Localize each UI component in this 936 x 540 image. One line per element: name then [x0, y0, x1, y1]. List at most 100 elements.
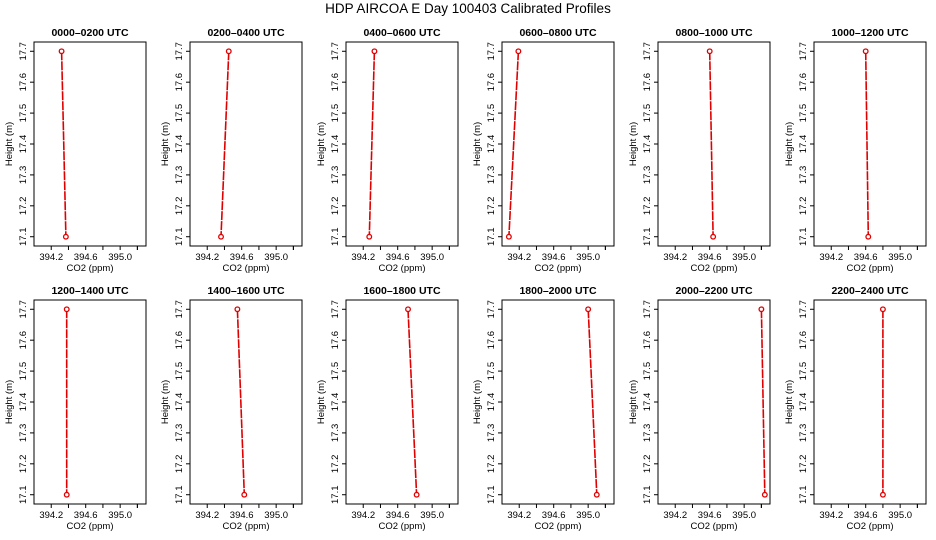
y-tick-label: 17.4 — [18, 393, 29, 412]
y-tick-label: 17.7 — [642, 300, 653, 319]
y-tick-label: 17.1 — [642, 227, 653, 246]
y-tick-label: 17.7 — [174, 42, 185, 61]
panel-title: 1200–1400 UTC — [51, 285, 128, 297]
y-tick-label: 17.2 — [486, 197, 497, 216]
y-tick-label: 17.5 — [330, 104, 341, 123]
panel-title: 2000–2200 UTC — [675, 285, 752, 297]
data-point — [62, 233, 69, 240]
y-tick-label: 17.2 — [18, 197, 29, 216]
y-tick-label: 17.2 — [330, 455, 341, 474]
plot-frame — [33, 299, 147, 505]
y-axis-label: Height (m) — [472, 122, 483, 166]
data-point — [225, 48, 232, 55]
y-tick-label: 17.6 — [330, 73, 341, 92]
x-tick-label: 394.2 — [507, 252, 531, 263]
y-tick-label: 17.7 — [330, 300, 341, 319]
plot-frame — [345, 299, 459, 505]
x-tick-label: 394.2 — [663, 252, 687, 263]
plot-frame — [501, 299, 615, 505]
y-tick-label: 17.1 — [798, 227, 809, 246]
y-tick-label: 17.4 — [174, 135, 185, 154]
profile-panel: 2200–2400 UTC 394.2 394.6 395.0 17.1 17.2 17.3… — [784, 285, 927, 532]
y-tick-label: 17.1 — [798, 485, 809, 504]
data-point — [63, 491, 70, 498]
y-tick-label: 17.4 — [330, 393, 341, 412]
x-axis-label: CO2 (ppm) — [847, 263, 894, 274]
x-tick-label: 394.2 — [819, 252, 843, 263]
y-axis-label: Height (m) — [628, 122, 639, 166]
y-tick-label: 17.7 — [18, 42, 29, 61]
profile-panel: 1000–1200 UTC 394.2 394.6 395.0 17.1 17.2 17.3… — [784, 27, 927, 274]
y-tick-label: 17.6 — [798, 331, 809, 350]
x-axis-label: CO2 (ppm) — [847, 521, 894, 532]
y-tick-label: 17.6 — [486, 331, 497, 350]
x-axis-label: CO2 (ppm) — [67, 521, 114, 532]
panel-title: 0800–1000 UTC — [675, 27, 752, 39]
y-tick-label: 17.7 — [798, 42, 809, 61]
y-tick-label: 17.3 — [330, 166, 341, 185]
y-tick-label: 17.4 — [798, 393, 809, 412]
y-tick-label: 17.7 — [330, 42, 341, 61]
y-tick-label: 17.2 — [486, 455, 497, 474]
x-tick-label: 395.0 — [732, 510, 756, 521]
x-tick-label: 394.2 — [663, 510, 687, 521]
panel-title: 0000–0200 UTC — [51, 27, 128, 39]
plot-frame — [813, 41, 927, 247]
y-axis-label: Height (m) — [4, 122, 15, 166]
x-tick-label: 394.2 — [195, 510, 219, 521]
x-tick-label: 395.0 — [108, 510, 132, 521]
profile-line — [508, 51, 520, 237]
profile-panel: 1400–1600 UTC 394.2 394.6 395.0 17.1 17.2 17.3… — [160, 285, 303, 532]
y-tick-label: 17.3 — [642, 424, 653, 443]
y-tick-label: 17.7 — [486, 42, 497, 61]
x-axis-label: CO2 (ppm) — [379, 521, 426, 532]
y-axis-label: Height (m) — [160, 380, 171, 424]
profile-panel: 0600–0800 UTC 394.2 394.6 395.0 17.1 17.2 17.3… — [472, 27, 615, 274]
profile-panel: 0800–1000 UTC 394.2 394.6 395.0 17.1 17.2 17.3… — [628, 27, 771, 274]
x-tick-label: 394.6 — [74, 252, 98, 263]
data-point — [862, 48, 869, 55]
x-tick-label: 394.2 — [39, 510, 63, 521]
x-tick-label: 395.0 — [888, 252, 912, 263]
y-tick-label: 17.5 — [642, 362, 653, 381]
y-axis-label: Height (m) — [316, 380, 327, 424]
y-tick-label: 17.4 — [642, 393, 653, 412]
panel-title: 1600–1800 UTC — [363, 285, 440, 297]
y-tick-label: 17.5 — [330, 362, 341, 381]
x-axis-label: CO2 (ppm) — [691, 263, 738, 274]
x-tick-label: 394.6 — [854, 252, 878, 263]
x-axis-label: CO2 (ppm) — [223, 521, 270, 532]
x-tick-label: 394.6 — [386, 510, 410, 521]
x-tick-label: 395.0 — [108, 252, 132, 263]
plot-frame — [657, 41, 771, 247]
x-tick-label: 395.0 — [420, 510, 444, 521]
y-tick-label: 17.4 — [18, 135, 29, 154]
plot-frame — [345, 41, 459, 247]
x-axis-label: CO2 (ppm) — [379, 263, 426, 274]
profile-line — [407, 309, 418, 495]
x-tick-label: 395.0 — [576, 510, 600, 521]
profile-line — [587, 309, 598, 495]
profile-panel: 0200–0400 UTC 394.2 394.6 395.0 17.1 17.2 17.3… — [160, 27, 303, 274]
x-tick-label: 394.2 — [507, 510, 531, 521]
y-axis-label: Height (m) — [472, 380, 483, 424]
profile-panel: 0000–0200 UTC 394.2 394.6 395.0 17.1 17.2 17.3… — [4, 27, 147, 274]
x-tick-label: 394.6 — [230, 510, 254, 521]
x-tick-label: 394.6 — [74, 510, 98, 521]
panel-title: 0600–0800 UTC — [519, 27, 596, 39]
y-tick-label: 17.3 — [18, 166, 29, 185]
data-point — [879, 491, 886, 498]
y-tick-label: 17.2 — [798, 197, 809, 216]
y-tick-label: 17.1 — [486, 485, 497, 504]
y-tick-label: 17.3 — [798, 424, 809, 443]
y-tick-label: 17.1 — [330, 485, 341, 504]
plot-frame — [657, 299, 771, 505]
x-tick-label: 395.0 — [576, 252, 600, 263]
y-tick-label: 17.1 — [330, 227, 341, 246]
y-tick-label: 17.5 — [798, 362, 809, 381]
data-point — [234, 306, 241, 313]
panel-title: 2200–2400 UTC — [831, 285, 908, 297]
data-point — [710, 233, 717, 240]
y-tick-label: 17.7 — [18, 300, 29, 319]
data-point — [593, 491, 600, 498]
